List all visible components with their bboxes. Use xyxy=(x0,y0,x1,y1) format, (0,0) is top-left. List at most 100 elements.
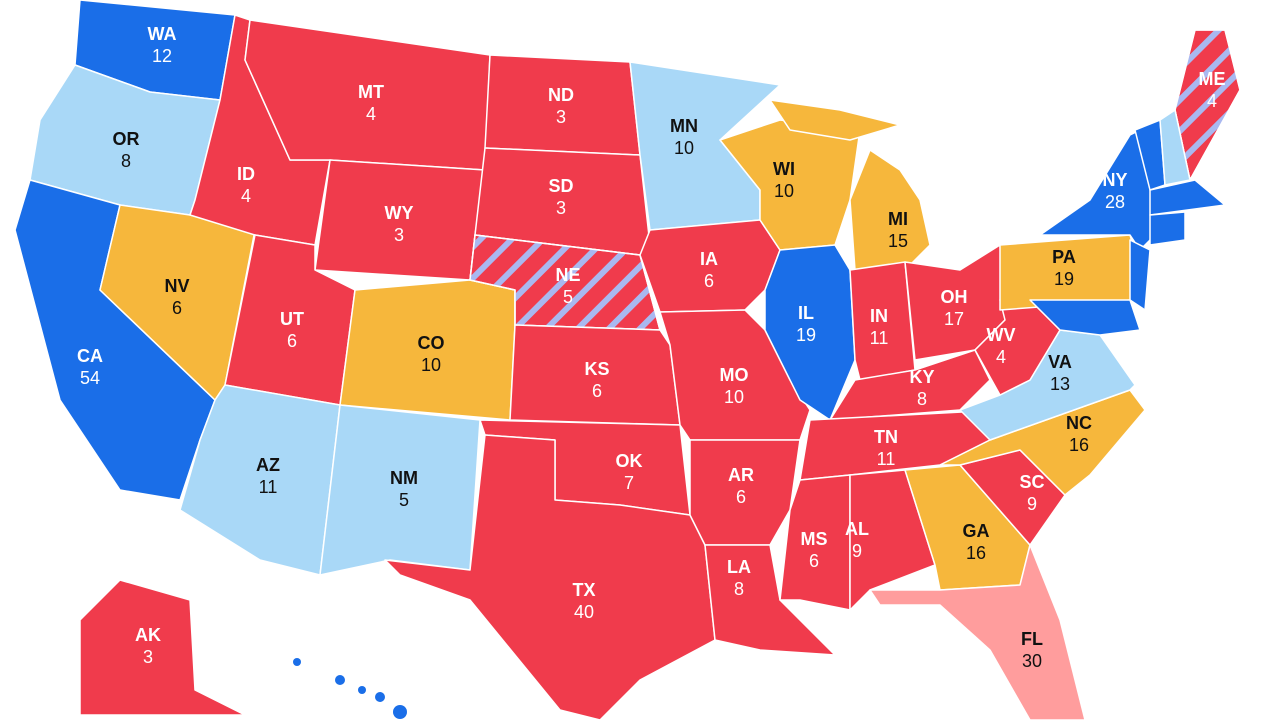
electoral-votes: 11 xyxy=(870,328,889,348)
state xyxy=(484,54,641,156)
state-abbr: NC xyxy=(1066,413,1092,433)
electoral-votes: 12 xyxy=(152,46,172,66)
state xyxy=(384,434,716,720)
electoral-votes: 4 xyxy=(241,186,251,206)
electoral-votes: 4 xyxy=(996,347,1006,367)
electoral-votes: 10 xyxy=(421,355,441,375)
electoral-votes: 3 xyxy=(556,107,566,127)
state-abbr: WY xyxy=(385,203,414,223)
electoral-votes: 16 xyxy=(966,543,986,563)
state-abbr: OR xyxy=(113,129,140,149)
state-abbr: MO xyxy=(720,365,749,385)
state-abbr: OH xyxy=(941,287,968,307)
state-shape xyxy=(79,579,246,716)
state-abbr: SC xyxy=(1019,472,1044,492)
state-shape xyxy=(769,99,901,141)
electoral-votes: 13 xyxy=(1050,374,1070,394)
state xyxy=(659,309,811,441)
state-abbr: SD xyxy=(548,176,573,196)
state-shape xyxy=(869,544,1086,720)
electoral-votes: 28 xyxy=(1105,192,1125,212)
electoral-votes: 5 xyxy=(563,287,573,307)
electoral-votes: 19 xyxy=(1054,269,1074,289)
state-abbr: NV xyxy=(164,276,189,296)
state-nj xyxy=(1129,239,1151,311)
hawaii xyxy=(293,658,407,719)
electoral-votes: 9 xyxy=(1027,494,1037,514)
state-abbr: WI xyxy=(773,159,795,179)
electoral-votes: 11 xyxy=(877,449,896,469)
state-abbr: ND xyxy=(548,85,574,105)
state-abbr: MI xyxy=(888,209,908,229)
electoral-votes: 9 xyxy=(852,541,862,561)
electoral-votes: 4 xyxy=(1207,91,1217,111)
electoral-votes: 15 xyxy=(888,231,908,251)
state-abbr: AR xyxy=(728,465,754,485)
state-abbr: PA xyxy=(1052,247,1076,267)
state-abbr: UT xyxy=(280,309,304,329)
electoral-votes: 10 xyxy=(674,138,694,158)
state-ma xyxy=(1149,179,1226,216)
electoral-votes: 6 xyxy=(809,551,819,571)
electoral-votes: 8 xyxy=(917,389,927,409)
state-abbr: IA xyxy=(700,249,718,269)
state-md xyxy=(1029,299,1141,336)
electoral-votes: 10 xyxy=(724,387,744,407)
state-abbr: GA xyxy=(963,521,990,541)
state-abbr: FL xyxy=(1021,629,1043,649)
state-abbr: IN xyxy=(870,306,888,326)
state-abbr: ME xyxy=(1199,69,1226,89)
electoral-votes: 16 xyxy=(1069,435,1089,455)
state-shape xyxy=(659,309,811,441)
state-labels: WA12OR8CA54NV6ID4MT4WY3UT6AZ11CO10NM5ND3… xyxy=(77,24,1226,671)
state-ct xyxy=(1149,211,1186,246)
state-abbr: NM xyxy=(390,468,418,488)
state-abbr: MT xyxy=(358,82,384,102)
state-shape xyxy=(484,54,641,156)
state-abbr: NE xyxy=(555,265,580,285)
electoral-votes: 4 xyxy=(366,104,376,124)
state xyxy=(849,469,936,611)
state xyxy=(869,544,1086,720)
state-nh xyxy=(1159,109,1191,186)
electoral-votes: 6 xyxy=(736,487,746,507)
electoral-votes: 6 xyxy=(287,331,297,351)
state xyxy=(79,579,246,716)
state-abbr: KY xyxy=(909,367,934,387)
electoral-votes: 19 xyxy=(796,325,816,345)
state-abbr: TN xyxy=(874,427,898,447)
electoral-votes: 3 xyxy=(143,647,153,667)
electoral-votes: 40 xyxy=(574,602,594,622)
electoral-votes: 11 xyxy=(259,477,278,497)
electoral-votes: 3 xyxy=(394,225,404,245)
state-abbr: CA xyxy=(77,346,103,366)
electoral-votes: 54 xyxy=(80,368,100,388)
state-abbr: NY xyxy=(1102,170,1127,190)
state-abbr: TX xyxy=(572,580,595,600)
state xyxy=(704,544,836,656)
state-abbr: KS xyxy=(584,359,609,379)
state-abbr: MN xyxy=(670,116,698,136)
electoral-votes: 5 xyxy=(399,490,409,510)
electoral-votes: 6 xyxy=(172,298,182,318)
electoral-votes: 30 xyxy=(1022,651,1042,671)
state-abbr: AK xyxy=(135,625,161,645)
states xyxy=(14,0,1241,720)
state-abbr: VA xyxy=(1048,352,1072,372)
state-abbr: IL xyxy=(798,303,814,323)
electoral-votes: 3 xyxy=(556,198,566,218)
electoral-votes: 8 xyxy=(121,151,131,171)
state-shape xyxy=(849,469,936,611)
electoral-votes: 6 xyxy=(704,271,714,291)
electoral-votes: 17 xyxy=(944,309,964,329)
state xyxy=(769,99,931,271)
state xyxy=(1174,29,1241,181)
state-abbr: AZ xyxy=(256,455,280,475)
state-shape xyxy=(704,544,836,656)
state-abbr: WV xyxy=(987,325,1016,345)
state-abbr: MS xyxy=(801,529,828,549)
electoral-votes: 7 xyxy=(624,473,634,493)
state-shape xyxy=(384,434,716,720)
